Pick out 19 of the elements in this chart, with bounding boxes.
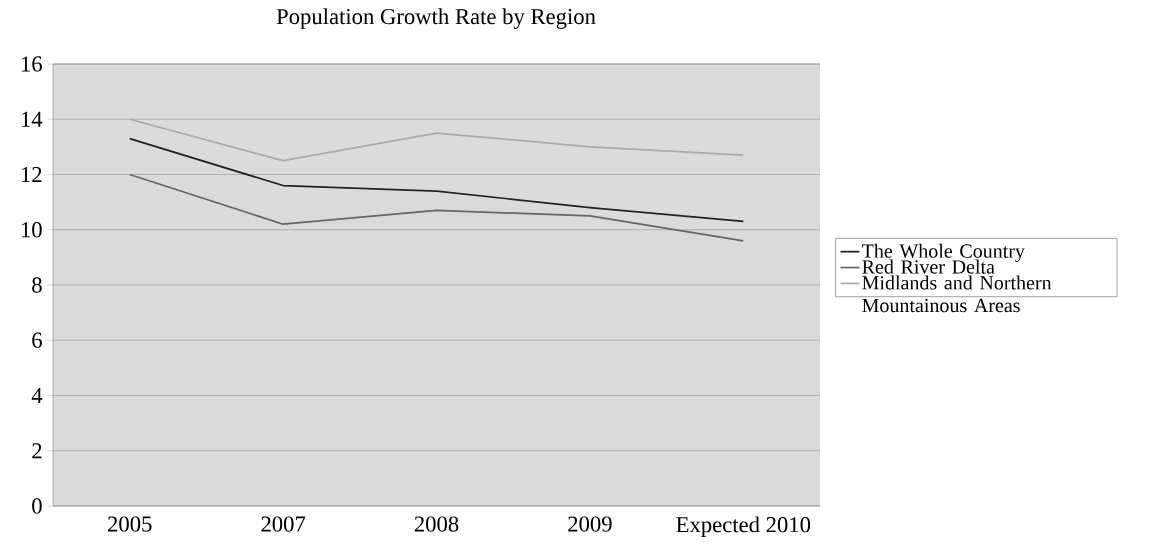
- x-tick-label: 2005: [108, 516, 152, 532]
- y-tick-label: 4: [31, 388, 43, 403]
- y-tick-label: 10: [21, 222, 42, 238]
- y-tick-label: 12: [21, 166, 42, 182]
- line-series: [128, 137, 745, 223]
- line-series: [128, 173, 745, 242]
- legend-label: Midlands and Northern Mountainous Areas: [862, 275, 1052, 313]
- y-tick-label: 0: [32, 498, 42, 514]
- chart-title: Population Growth Rate by Region: [276, 8, 596, 29]
- x-tick-label: Expected 2010: [676, 516, 811, 537]
- x-tick-label: 2007: [261, 516, 306, 532]
- line-series: [128, 118, 745, 162]
- y-tick-label: 6: [32, 332, 42, 348]
- x-tick-label: 2008: [414, 516, 459, 532]
- y-tick-label: 16: [21, 56, 42, 72]
- y-tick-label: 8: [32, 277, 42, 293]
- y-tick-label: 2: [32, 443, 42, 459]
- x-tick-label: 2009: [568, 516, 612, 532]
- y-tick-label: 14: [21, 111, 43, 127]
